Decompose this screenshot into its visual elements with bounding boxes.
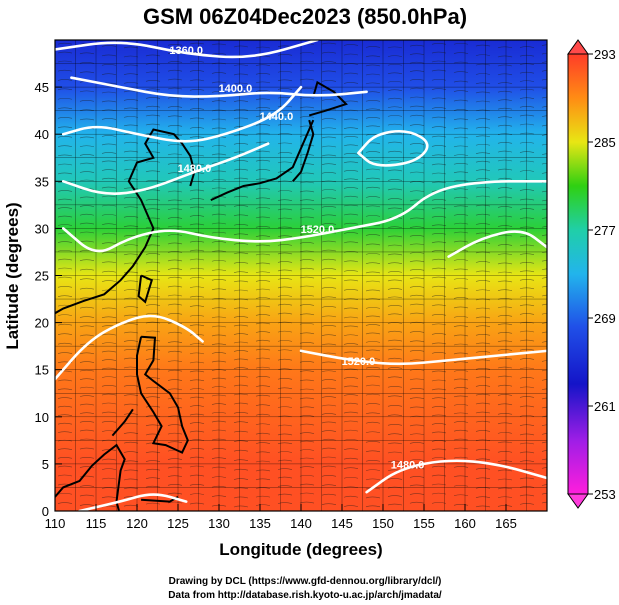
height-contour	[70, 76, 368, 98]
height-contour	[61, 180, 547, 253]
y-tick-label: 20	[35, 316, 49, 331]
height-contour	[55, 40, 319, 59]
x-tick-label: 155	[413, 516, 435, 531]
height-contour	[55, 314, 204, 381]
colorbar-tick-label: 261	[594, 399, 616, 414]
y-tick-label: 35	[35, 174, 49, 189]
y-tick-label: 40	[35, 127, 49, 142]
x-tick-label: 140	[290, 516, 312, 531]
y-tick-label: 25	[35, 269, 49, 284]
height-contour	[365, 459, 547, 494]
height-contour	[61, 85, 303, 143]
contour-label: 1480.0	[178, 163, 212, 175]
colorbar-top-triangle	[567, 39, 589, 55]
plot-area: 1360.0 1400.0 1440.0 1480.0 1520.0 1520.0 1480…	[54, 39, 548, 512]
height-contour	[447, 230, 547, 258]
x-tick-label: 160	[454, 516, 476, 531]
contour-label: 1440.0	[260, 111, 294, 123]
x-tick-label: 145	[331, 516, 353, 531]
y-tick-label: 30	[35, 221, 49, 236]
x-tick-label: 130	[208, 516, 230, 531]
contour-label: 1360.0	[169, 45, 203, 57]
coastline	[308, 80, 348, 117]
y-tick-label: 5	[42, 457, 49, 472]
colorbar-tick-label: 277	[594, 223, 616, 238]
contour-label: 1520.0	[342, 356, 376, 368]
contour-label: 1480.0	[391, 460, 425, 472]
height-contours	[55, 40, 547, 511]
colorbar-ticks: 293 285 277 269 261 253	[588, 47, 616, 502]
grid-lines	[55, 40, 547, 511]
coastline	[111, 408, 134, 437]
y-tick-label: 45	[35, 80, 49, 95]
colorbar-gradient	[567, 53, 589, 495]
x-tick-label: 150	[372, 516, 394, 531]
y-axis-label: Latitude (degrees)	[3, 202, 22, 349]
x-tick-label: 135	[249, 516, 271, 531]
x-tick-label: 125	[167, 516, 189, 531]
height-contour	[78, 493, 188, 511]
coastline	[137, 274, 154, 304]
height-contour	[299, 349, 547, 366]
coastline	[55, 443, 126, 511]
chart-title: GSM 06Z04Dec2023 (850.0hPa)	[143, 4, 467, 29]
colorbar-tick-label: 285	[594, 135, 616, 150]
y-tick-label: 15	[35, 363, 49, 378]
contour-label: 1520.0	[301, 224, 335, 236]
colorbar-tick-label: 269	[594, 311, 616, 326]
colorbar-bottom-triangle	[567, 493, 589, 509]
y-tick-label: 0	[42, 504, 49, 519]
x-tick-label: 120	[126, 516, 148, 531]
coastline	[210, 119, 315, 202]
colorbar: 293 285 277 269 261 253	[567, 39, 616, 509]
credit-data: Data from http://database.rish.kyoto-u.a…	[168, 590, 442, 601]
contour-label: 1400.0	[219, 83, 253, 95]
height-contour	[61, 142, 270, 195]
colorbar-tick-label: 253	[594, 487, 616, 502]
coastline	[136, 335, 189, 454]
y-axis-ticks: 0 5 10 15 20 25 30 35 40 45	[35, 80, 62, 519]
height-contour	[357, 129, 429, 167]
credit-drawing: Drawing by DCL (https://www.gfd-dennou.o…	[169, 576, 442, 587]
x-axis-label: Longitude (degrees)	[219, 540, 382, 559]
x-tick-label: 165	[495, 516, 517, 531]
x-tick-label: 115	[86, 516, 107, 531]
coastline	[292, 119, 315, 182]
contour-labels: 1360.0 1400.0 1440.0 1480.0 1520.0 1520.0 1480…	[169, 45, 424, 471]
y-tick-label: 10	[35, 410, 49, 425]
colorbar-tick-label: 293	[594, 47, 616, 62]
x-tick-label: 110	[45, 516, 66, 531]
x-axis-ticks: 110 115 120 125 130 135 140 145 150 155 160 165	[45, 504, 517, 531]
